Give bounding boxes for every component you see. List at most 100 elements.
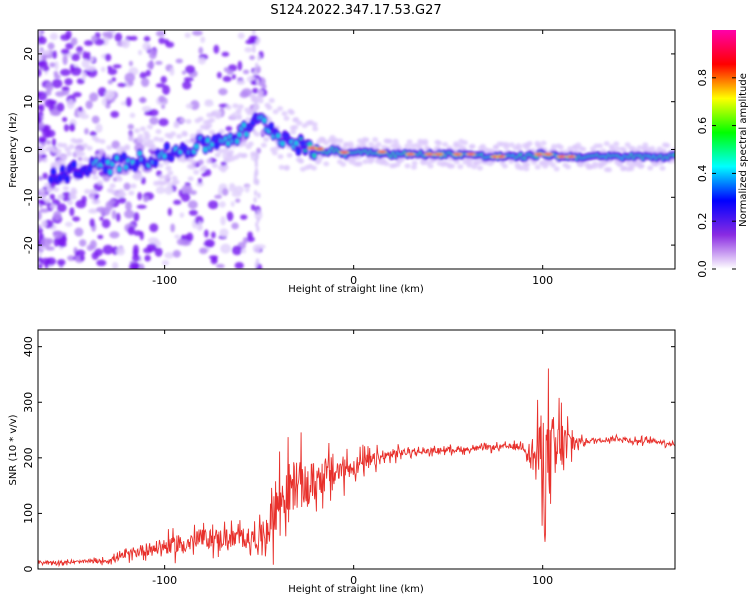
noise-blob (149, 116, 159, 125)
noise-blob (181, 192, 191, 202)
noise-blob (174, 234, 180, 239)
noise-blob (38, 154, 43, 163)
halo-blob (169, 131, 176, 137)
noise-blob (112, 64, 122, 69)
noise-blob (161, 104, 166, 110)
noise-blob (53, 210, 62, 221)
halo-blob (332, 137, 339, 143)
halo-blob (516, 146, 523, 152)
noise-blob (107, 68, 118, 75)
noise-blob (52, 230, 63, 239)
noise-blob (187, 200, 198, 209)
hot-spot (535, 153, 543, 156)
noise-blob (155, 83, 166, 88)
halo-blob (241, 153, 248, 159)
noise-blob (56, 203, 67, 213)
halo-blob (187, 176, 194, 182)
noise-blob (83, 40, 94, 46)
noise-blob (256, 216, 260, 223)
noise-blob (118, 197, 127, 204)
noise-blob (81, 59, 90, 68)
noise-blob (244, 185, 250, 193)
halo-blob (613, 141, 620, 147)
halo-blob (518, 165, 525, 171)
noise-blob (80, 254, 85, 262)
noise-blob (64, 78, 73, 86)
halo-blob (427, 163, 434, 169)
halo-blob (53, 187, 60, 193)
noise-blob (242, 237, 248, 244)
noise-blob (170, 223, 176, 233)
noise-blob (197, 159, 204, 165)
noise-blob (255, 39, 259, 46)
ridge-blob (87, 166, 92, 172)
noise-blob (69, 123, 76, 132)
halo-blob (642, 142, 649, 148)
halo-blob (71, 189, 78, 195)
colorbar-tick-label: 0.6 (696, 117, 709, 135)
ridge-blob (244, 131, 249, 137)
noise-blob (148, 49, 157, 60)
halo-blob (624, 142, 631, 148)
noise-blob (196, 181, 204, 187)
halo-blob (410, 164, 417, 170)
halo-blob (97, 180, 104, 186)
halo-blob (133, 128, 140, 134)
noise-blob (39, 104, 45, 112)
noise-blob (76, 46, 83, 53)
halo-blob (469, 143, 476, 149)
halo-blob (404, 143, 411, 149)
halo-blob (416, 144, 423, 150)
noise-blob (121, 38, 131, 49)
halo-blob (55, 148, 62, 154)
noise-blob (137, 192, 143, 201)
halo-blob (223, 157, 230, 163)
spectrogram-x-ticks: -100 0 100 (152, 30, 553, 287)
noise-blob (109, 231, 120, 239)
noise-blob (108, 199, 116, 204)
ridge-blob (48, 176, 54, 184)
ridge-blob (294, 140, 299, 146)
noise-blob (227, 64, 238, 72)
halo-blob (638, 163, 645, 169)
ridge-blob (299, 137, 303, 140)
halo-blob (310, 165, 317, 171)
noise-blob (66, 99, 75, 110)
halo-blob (340, 161, 347, 167)
noise-blob (141, 105, 152, 112)
noise-blob (256, 178, 260, 185)
noise-blob (218, 88, 228, 96)
noise-blob (253, 189, 258, 196)
halo-blob (419, 159, 426, 165)
noise-blob (124, 209, 135, 219)
halo-blob (69, 194, 76, 200)
noise-blob (125, 97, 132, 107)
noise-blob (101, 218, 111, 229)
noise-blob (257, 54, 261, 61)
noise-blob (155, 60, 163, 65)
noise-blob (69, 207, 75, 217)
halo-blob (614, 146, 621, 152)
noise-blob (124, 72, 136, 83)
halo-blob (84, 189, 91, 195)
halo-blob (110, 189, 117, 195)
ridge-blob (164, 143, 169, 150)
noise-blob (136, 204, 147, 209)
noise-blob (185, 103, 194, 109)
noise-blob (253, 196, 257, 203)
noise-blob (154, 247, 163, 257)
halo-blob (453, 159, 460, 165)
noise-blob (92, 175, 99, 180)
halo-blob (220, 167, 227, 173)
noise-blob (127, 226, 135, 236)
noise-blob (162, 84, 170, 95)
noise-blob (101, 97, 107, 106)
noise-blob (252, 30, 256, 35)
spectrogram-x-tick-label: -100 (152, 274, 177, 287)
noise-blob (188, 209, 198, 216)
halo-blob (197, 116, 204, 122)
ridge-blob (57, 174, 63, 182)
noise-blob (51, 78, 63, 89)
ridge-blob (50, 168, 57, 176)
